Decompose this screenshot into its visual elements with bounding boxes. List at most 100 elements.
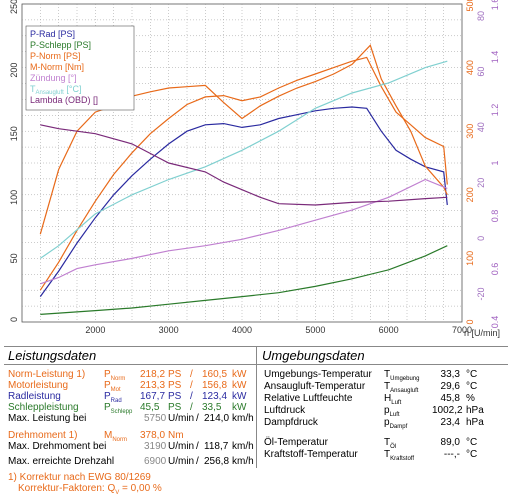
env-row-symbol: HLuft [384, 393, 402, 406]
left-row-symbol: PNorm [104, 369, 126, 382]
left-row-symbol: PMot [104, 380, 121, 393]
left-row-sep: / [190, 380, 193, 391]
y-right-lambda-tick: 0.6 [490, 263, 500, 276]
legend-entry: Lambda (OBD) [] [30, 95, 98, 105]
left-row-unit1: PS [168, 380, 182, 391]
env-row-unit: °C [466, 449, 478, 460]
left-row-v1: 218,2 [140, 369, 166, 380]
left-row-v2: 33,5 [202, 402, 222, 413]
legend-box [25, 25, 135, 111]
env-row-value: 29,6 [440, 381, 460, 392]
left-row-unit1: PS [168, 391, 182, 402]
env-row-unit: °C [466, 369, 478, 380]
left-row-unit2: kW [232, 402, 247, 413]
env-row-value: 33,3 [440, 369, 460, 380]
max-rpm-sep: / [196, 456, 199, 467]
left-row-v1: 213,3 [140, 380, 166, 391]
y-right-orange-tick: 400 [465, 60, 475, 75]
max-rpm-unit: U/min [168, 456, 195, 467]
env-row-symbol: pDampf [384, 417, 408, 430]
max-torque-sep: / [196, 441, 199, 452]
torque-value: 378,0 [140, 430, 166, 441]
left-row-sep: / [190, 391, 193, 402]
y-right-purple-tick: 40 [476, 122, 486, 132]
left-row-label: Radleistung [8, 391, 61, 402]
max-power-unit: U/min [168, 413, 195, 424]
y-right-orange-tick: 300 [465, 124, 475, 139]
right-panel-title: Umgebungsdaten [262, 348, 365, 363]
env-row-symbol: pLuft [384, 405, 400, 418]
series-line-5 [39, 60, 448, 259]
env-row-unit: % [466, 393, 475, 404]
legend-entry: P-Schlepp [PS] [30, 40, 91, 50]
env-row-value: ---,- [443, 449, 460, 460]
env-row-unit: °C [466, 437, 478, 448]
series-line-0 [39, 106, 448, 297]
y-right-lambda-tick: 1.2 [490, 104, 500, 117]
max-rpm-speed-unit: km/h [232, 456, 254, 467]
y-left-tick-label: 250 [9, 0, 19, 14]
env-row-label: Umgebungs-Temperatur [264, 369, 372, 380]
max-power-rpm: 5750 [144, 413, 167, 424]
y-right-lambda-tick: 1.4 [490, 51, 500, 64]
y-left-tick-label: 200 [9, 63, 19, 78]
legend-entry: Zündung [°] [30, 73, 77, 83]
y-right-purple-tick: -20 [476, 287, 486, 300]
max-rpm-value: 6900 [144, 456, 167, 467]
env-row-label: Luftdruck [264, 405, 306, 416]
x-tick-label: 4000 [232, 325, 252, 335]
max-torque-unit: U/min [168, 441, 195, 452]
env-row-symbol: TAnsaugluft [384, 381, 419, 394]
y-right-purple-tick: 20 [476, 178, 486, 188]
env-row-label: Relative Luftfeuchte [264, 393, 353, 404]
left-row-unit2: kW [232, 380, 247, 391]
left-row-v1: 167,7 [140, 391, 166, 402]
torque-symbol: MNorm [104, 430, 128, 443]
max-power-label: Max. Leistung bei [8, 413, 87, 424]
env-row-symbol: TÖl [384, 437, 397, 450]
max-torque-speed: 118,7 [204, 441, 229, 452]
left-row-sep: / [190, 369, 193, 380]
torque-label: Drehmoment 1) [8, 430, 78, 441]
y-right-purple-tick: 60 [476, 67, 486, 77]
env-row-symbol: TUmgebung [384, 369, 420, 382]
env-row-label: Öl-Temperatur [264, 437, 328, 448]
y-right-lambda-tick: 0.4 [490, 316, 500, 329]
series-line-4 [40, 178, 448, 285]
max-power-speed: 214,0 [204, 413, 230, 424]
series-line-6 [40, 124, 448, 206]
y-left-tick-label: 50 [9, 253, 19, 263]
legend-entry: P-Norm [PS] [30, 51, 81, 61]
env-row-symbol: TKraftstoff [384, 449, 415, 462]
left-row-unit2: kW [232, 391, 247, 402]
max-rpm-label: Max. erreichte Drehzahl [8, 456, 115, 467]
x-tick-label: 7000 [452, 325, 472, 335]
y-right-purple-tick: 80 [476, 11, 486, 21]
env-row-unit: hPa [466, 405, 484, 416]
footnote-1: 1) Korrektur nach EWG 80/1269 [8, 472, 151, 483]
max-torque-label: Max. Drehmoment bei [8, 441, 107, 452]
left-row-unit2: kW [232, 369, 247, 380]
torque-unit: Nm [168, 430, 184, 441]
max-power-sep: / [196, 413, 199, 424]
env-row-unit: hPa [466, 417, 484, 428]
left-row-sep: / [190, 402, 193, 413]
left-row-label: Motorleistung [8, 380, 69, 391]
series-line-1 [39, 56, 448, 291]
y-right-orange-tick: 500 [465, 0, 475, 12]
max-torque-rpm: 3190 [144, 441, 167, 452]
y-right-orange-tick: 100 [465, 251, 475, 266]
y-right-purple-tick: 0 [476, 236, 486, 241]
env-row-label: Dampfdruck [264, 417, 318, 428]
left-row-v2: 156,8 [202, 380, 228, 391]
env-row-label: Ansaugluft-Temperatur [264, 381, 366, 392]
env-row-value: 23,4 [440, 417, 460, 428]
left-row-symbol: PRad [104, 391, 122, 404]
left-row-v2: 160,5 [202, 369, 228, 380]
left-row-label: Norm-Leistung 1) [8, 369, 86, 380]
y-right-lambda-tick: 0.8 [490, 210, 500, 223]
env-row-label: Kraftstoff-Temperatur [264, 449, 358, 460]
max-power-speed-unit: km/h [232, 413, 254, 424]
y-right-lambda-tick: 1.6 [490, 0, 500, 10]
